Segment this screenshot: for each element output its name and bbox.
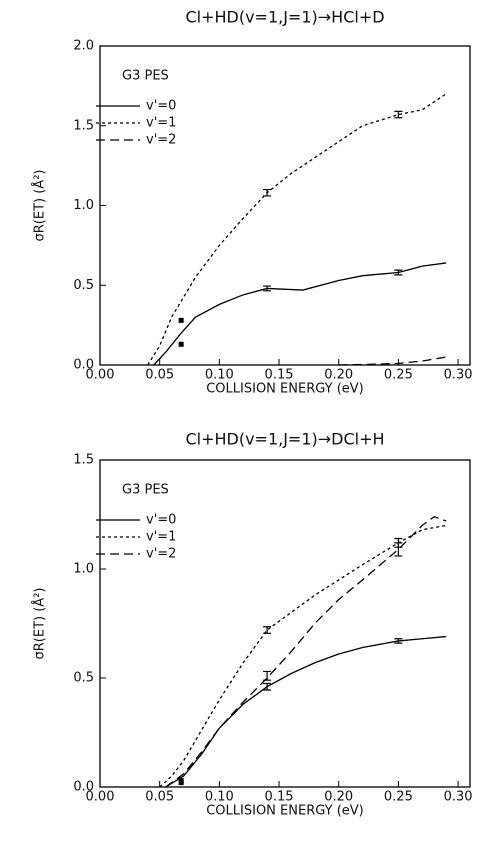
x-tick-label: 0.10 xyxy=(205,790,234,805)
error-bar xyxy=(263,670,272,681)
x-tick-label: 0.15 xyxy=(265,790,294,805)
plot-frame xyxy=(99,45,471,366)
chart-title: Cl+HD(v=1,J=1)→DCl+H xyxy=(185,430,384,449)
series-line xyxy=(147,93,447,366)
legend-label: v'=1 xyxy=(146,530,176,545)
plot-frame xyxy=(99,459,471,788)
x-tick-label: 0.15 xyxy=(265,368,294,383)
error-bar xyxy=(263,188,272,197)
x-tick-label: 0.30 xyxy=(444,368,473,383)
legend-label: v'=2 xyxy=(146,547,176,562)
x-tick-label: 0.05 xyxy=(145,790,174,805)
error-bar xyxy=(394,269,403,276)
series-line xyxy=(153,262,447,366)
x-tick-label: 0.25 xyxy=(384,790,413,805)
y-tick-label: 1.5 xyxy=(73,118,94,133)
y-tick-label: 0.5 xyxy=(73,278,94,293)
error-bar xyxy=(263,682,272,691)
error-bar xyxy=(394,638,403,644)
error-bar xyxy=(263,285,272,292)
chart-title: Cl+HD(v=1,J=1)→HCl+D xyxy=(185,8,384,27)
y-tick-label: 0.5 xyxy=(73,671,94,686)
x-tick-label: 0.30 xyxy=(444,790,473,805)
x-tick-label: 0.00 xyxy=(86,368,115,383)
series-line xyxy=(165,515,447,788)
y-axis-label: σR(ET) (Å²) xyxy=(32,588,48,660)
series-line xyxy=(165,635,447,788)
annotation: G3 PES xyxy=(122,483,169,498)
y-tick-label: 2.0 xyxy=(73,39,94,54)
x-axis-label: COLLISION ENERGY (eV) xyxy=(206,804,364,819)
error-bar xyxy=(263,626,272,634)
y-tick-label: 0.0 xyxy=(73,358,94,373)
y-tick-label: 1.5 xyxy=(73,453,94,468)
x-axis-label: COLLISION ENERGY (eV) xyxy=(206,382,364,397)
error-bar xyxy=(394,110,403,119)
legend-label: v'=0 xyxy=(146,99,176,114)
x-tick-label: 0.20 xyxy=(324,790,353,805)
x-tick-label: 0.10 xyxy=(205,368,234,383)
y-tick-label: 1.0 xyxy=(73,562,94,577)
error-bar xyxy=(394,537,403,548)
x-tick-label: 0.00 xyxy=(86,790,115,805)
legend-label: v'=1 xyxy=(146,116,176,131)
series-line xyxy=(159,524,447,788)
data-point xyxy=(178,317,184,323)
x-tick-label: 0.05 xyxy=(145,368,174,383)
x-tick-label: 0.20 xyxy=(324,368,353,383)
x-tick-label: 0.25 xyxy=(384,368,413,383)
series-line xyxy=(338,356,447,366)
legend-label: v'=2 xyxy=(146,133,176,148)
data-point xyxy=(178,780,184,786)
y-tick-label: 0.0 xyxy=(73,780,94,795)
y-axis-label: σR(ET) (Å²) xyxy=(32,170,48,242)
data-point xyxy=(178,341,184,347)
y-tick-label: 1.0 xyxy=(73,198,94,213)
annotation: G3 PES xyxy=(122,69,169,84)
legend-label: v'=0 xyxy=(146,513,176,528)
